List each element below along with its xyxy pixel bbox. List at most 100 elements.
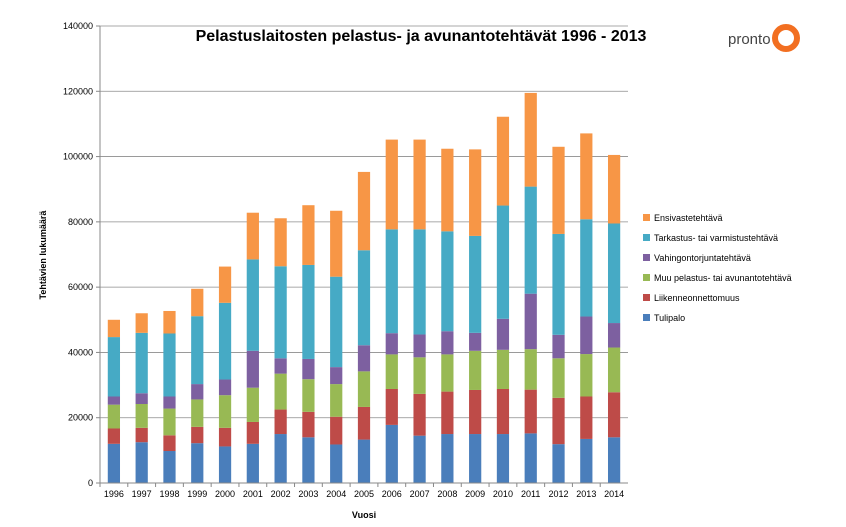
legend-label: Vahingontorjuntatehtävä [654,253,751,263]
bar-segment [274,434,287,483]
bar-segment [330,416,343,445]
bar-segment [469,350,482,390]
x-tick-label: 1999 [187,489,207,499]
x-tick-label: 2014 [604,489,624,499]
bar-segment [496,388,510,435]
bar-segment [191,399,204,427]
bar-segment [524,389,537,434]
bar-segment [607,392,621,438]
bar-segment [135,332,148,394]
x-tick-label: 1997 [132,489,152,499]
bar-segment [524,349,537,390]
bar-segment [135,404,148,428]
bar-segment [496,434,510,483]
bar-segment [330,444,343,483]
bar-segment [580,438,593,483]
y-tick-label: 100000 [63,152,93,162]
bar-segment [469,235,482,333]
legend-label: Tarkastus- tai varmistustehtävä [654,233,778,243]
x-tick-label: 2006 [382,489,402,499]
bar-segment [330,367,343,385]
x-tick-label: 2008 [437,489,457,499]
bar-segment [218,266,232,303]
bar-segment [302,205,315,265]
legend-swatch [643,254,650,261]
legend-label: Muu pelastus- tai avunantotehtävä [654,273,792,283]
bar-segment [302,264,315,359]
bar-segment [218,427,232,447]
bar-segment [330,210,343,277]
legend-label: Ensivastetehtävä [654,213,723,223]
bar-segment [163,435,176,452]
bar-segment [135,313,148,333]
bar-segment [107,443,121,483]
bar-segment [302,379,315,412]
bar-segment [441,148,454,232]
bar-segment [218,302,232,380]
x-tick-label: 2011 [521,489,540,499]
bar-segment [191,384,204,400]
bar-segment [385,333,398,355]
bar-segment [274,358,287,374]
x-tick-label: 1998 [159,489,179,499]
bar-segment [274,409,287,435]
bar-segment [246,350,259,388]
bar-segment [496,116,510,206]
legend-swatch [643,214,650,221]
logo-ring-icon [772,24,800,52]
bar-segment [441,331,454,355]
y-tick-label: 80000 [68,217,93,227]
bar-segment [357,371,371,407]
bar-segment [552,444,565,483]
bar-segment [580,316,593,355]
x-tick-label: 2013 [576,489,596,499]
y-axis-title: Tehtävien lukumäärä [38,210,48,300]
bar-segment [385,354,398,389]
bar-segment [524,186,537,294]
bar-segment [607,323,621,348]
bar-segment [413,357,426,394]
legend-swatch [643,274,650,281]
bar-segment [163,310,176,334]
bar-segment [357,171,371,251]
bar-segment [135,427,148,443]
legend-label: Liikenneonnettomuus [654,293,740,303]
bar-segment [607,437,621,483]
bar-segment [191,288,204,317]
x-tick-label: 1996 [104,489,124,499]
bar-segment [218,446,232,483]
bar-segment [441,391,454,435]
x-tick-label: 2002 [271,489,291,499]
x-tick-label: 2005 [354,489,374,499]
bar-segment [552,146,565,234]
bar-segment [274,218,287,267]
bar-segment [107,319,121,338]
x-tick-label: 2010 [493,489,513,499]
bar-segment [607,223,621,324]
bar-segment [496,205,510,319]
bar-segment [413,334,426,358]
bars [107,92,621,483]
y-tick-labels: 0 20000 40000 60000 80000 100000 120000 140000 [63,21,93,488]
bar-segment [191,443,204,483]
y-tick-label: 140000 [63,21,93,31]
bar-segment [524,92,537,187]
legend-label: Tulipalo [654,313,685,323]
bar-segment [524,433,537,483]
bar-segment [385,139,398,230]
bar-segment [302,358,315,380]
bar-segment [552,233,565,335]
chart-title: Pelastuslaitosten pelastus- ja avunantot… [196,28,647,45]
axes [99,26,628,484]
x-tick-label: 2003 [298,489,318,499]
bar-segment [357,250,371,346]
bar-segment [135,393,148,405]
bar-segment [413,229,426,335]
bar-segment [552,358,565,398]
x-tick-label: 2009 [465,489,485,499]
bar-segment [107,404,121,429]
bar-segment [246,259,259,351]
y-tick-label: 20000 [68,413,93,423]
x-axis-title: Vuosi [352,510,376,520]
